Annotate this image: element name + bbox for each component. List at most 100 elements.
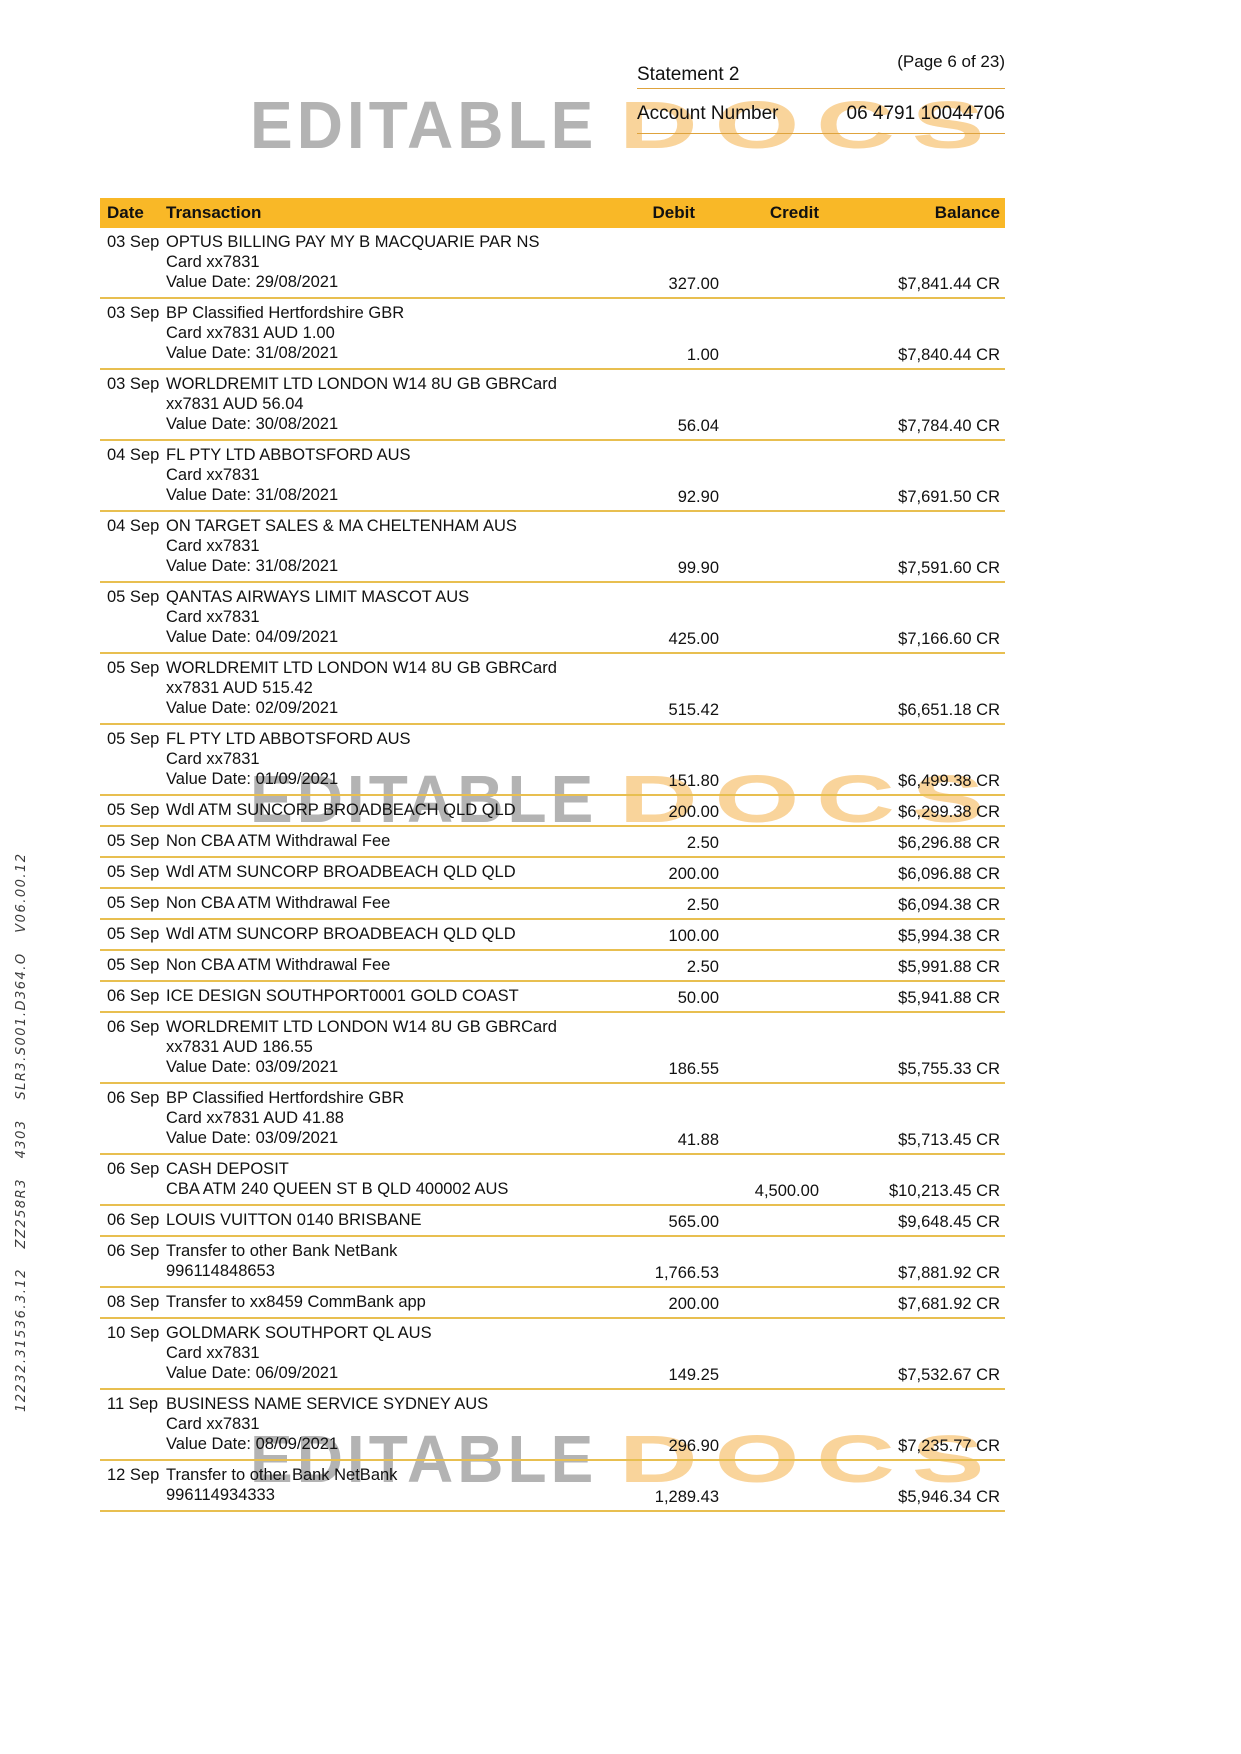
row-lines: Non CBA ATM Withdrawal Fee [162,831,607,851]
column-header-debit: Debit [652,203,696,222]
row-balance: $6,296.88 CR [898,834,1000,852]
row-balance: $7,691.50 CR [898,488,1000,506]
account-number-value: 06 4791 10044706 [846,103,1006,124]
table-row: 05 Sep Non CBA ATM Withdrawal Fee 2.50 $… [100,889,1005,920]
transaction-line: OPTUS BILLING PAY MY B MACQUARIE PAR NS [166,233,540,251]
transaction-line: Non CBA ATM Withdrawal Fee [166,894,391,912]
transaction-line: Value Date: 06/09/2021 [166,1364,339,1382]
transaction-line: Card xx7831 [166,466,260,484]
transaction-line: xx7831 AUD 186.55 [166,1038,313,1056]
row-debit: 41.88 [677,1131,719,1149]
transaction-line: 996114848653 [166,1262,275,1280]
row-lines: BP Classified Hertfordshire GBR Card xx78… [162,1088,607,1148]
transaction-line: Value Date: 03/09/2021 [166,1129,339,1147]
row-lines: BUSINESS NAME SERVICE SYDNEY AUS Card xx7… [162,1394,607,1454]
transaction-line: Wdl ATM SUNCORP BROADBEACH QLD QLD [166,863,516,881]
row-balance: $7,840.44 CR [898,346,1000,364]
table-row: 05 Sep Non CBA ATM Withdrawal Fee 2.50 $… [100,827,1005,858]
table-row: 06 Sep LOUIS VUITTON 0140 BRISBANE 565.0… [100,1206,1005,1237]
row-lines: WORLDREMIT LTD LONDON W14 8U GB GBRCard x… [162,1017,607,1077]
row-balance: $9,648.45 CR [898,1213,1000,1231]
transaction-line: Value Date: 31/08/2021 [166,486,339,504]
transaction-line: Card xx7831 AUD 41.88 [166,1109,344,1127]
transaction-line: xx7831 AUD 515.42 [166,679,313,697]
row-date: 05 Sep [107,588,160,606]
row-lines: Transfer to other Bank NetBank 9961149343… [162,1465,607,1505]
row-date: 05 Sep [107,894,160,912]
row-balance: $7,784.40 CR [898,417,1000,435]
table-row: 11 Sep BUSINESS NAME SERVICE SYDNEY AUS C… [100,1390,1005,1461]
transaction-line: Card xx7831 [166,1344,260,1362]
table-row: 05 Sep Wdl ATM SUNCORP BROADBEACH QLD QL… [100,796,1005,827]
row-debit: 56.04 [677,417,719,435]
table-row: 06 Sep BP Classified Hertfordshire GBR Ca… [100,1084,1005,1155]
header-divider [637,133,1005,134]
row-balance: $7,591.60 CR [898,559,1000,577]
row-date: 06 Sep [107,1089,160,1107]
row-debit: 296.90 [668,1437,719,1455]
transaction-line: FL PTY LTD ABBOTSFORD AUS [166,730,411,748]
table-row: 03 Sep BP Classified Hertfordshire GBR Ca… [100,299,1005,370]
row-date: 03 Sep [107,304,160,322]
row-debit: 425.00 [668,630,719,648]
row-balance: $5,991.88 CR [898,958,1000,976]
row-lines: GOLDMARK SOUTHPORT QL AUS Card xx7831 Valu… [162,1323,607,1383]
table-row: 04 Sep FL PTY LTD ABBOTSFORD AUS Card xx7… [100,441,1005,512]
row-date: 04 Sep [107,517,160,535]
transaction-line: Non CBA ATM Withdrawal Fee [166,956,391,974]
transaction-line: CASH DEPOSIT [166,1160,289,1178]
transaction-line: ON TARGET SALES & MA CHELTENHAM AUS [166,517,517,535]
row-lines: Wdl ATM SUNCORP BROADBEACH QLD QLD [162,862,607,882]
row-balance: $7,235.77 CR [898,1437,1000,1455]
transaction-line: Value Date: 02/09/2021 [166,699,339,717]
transaction-line: Value Date: 01/09/2021 [166,770,339,788]
row-date: 05 Sep [107,925,160,943]
row-debit: 2.50 [686,958,719,976]
table-row: 03 Sep OPTUS BILLING PAY MY B MACQUARIE … [100,228,1005,299]
row-balance: $6,651.18 CR [898,701,1000,719]
row-date: 03 Sep [107,233,160,251]
transaction-line: FL PTY LTD ABBOTSFORD AUS [166,446,411,464]
row-balance: $7,166.60 CR [898,630,1000,648]
table-row: 05 Sep Wdl ATM SUNCORP BROADBEACH QLD QL… [100,858,1005,889]
row-date: 10 Sep [107,1324,160,1342]
transaction-line: Card xx7831 [166,253,260,271]
row-lines: Non CBA ATM Withdrawal Fee [162,955,607,975]
row-date: 05 Sep [107,730,160,748]
transaction-line: Value Date: 31/08/2021 [166,557,339,575]
transaction-line: Value Date: 03/09/2021 [166,1058,339,1076]
table-row: 10 Sep GOLDMARK SOUTHPORT QL AUS Card xx7… [100,1319,1005,1390]
table-row: 05 Sep WORLDREMIT LTD LONDON W14 8U GB G… [100,654,1005,725]
transactions-table: Date Transaction Debit Credit Balance 03… [100,198,1005,1512]
transaction-line: LOUIS VUITTON 0140 BRISBANE [166,1211,422,1229]
transaction-line: WORLDREMIT LTD LONDON W14 8U GB GBRCard [166,659,557,677]
row-debit: 100.00 [668,927,719,945]
transaction-line: QANTAS AIRWAYS LIMIT MASCOT AUS [166,588,470,606]
row-balance: $5,941.88 CR [898,989,1000,1007]
transaction-line: Value Date: 04/09/2021 [166,628,339,646]
row-debit: 99.90 [677,559,719,577]
row-debit: 92.90 [677,488,719,506]
transaction-line: Transfer to other Bank NetBank [166,1242,398,1260]
column-header-transaction: Transaction [166,203,262,222]
row-debit: 1,289.43 [654,1488,719,1506]
row-balance: $6,299.38 CR [898,803,1000,821]
table-row: 04 Sep ON TARGET SALES & MA CHELTENHAM A… [100,512,1005,583]
row-balance: $6,096.88 CR [898,865,1000,883]
row-lines: QANTAS AIRWAYS LIMIT MASCOT AUS Card xx78… [162,587,607,647]
row-debit: 1,766.53 [654,1264,719,1282]
table-row: 05 Sep Non CBA ATM Withdrawal Fee 2.50 $… [100,951,1005,982]
row-debit: 200.00 [668,803,719,821]
row-lines: BP Classified Hertfordshire GBR Card xx78… [162,303,607,363]
transaction-line: Wdl ATM SUNCORP BROADBEACH QLD QLD [166,801,516,819]
transaction-line: WORLDREMIT LTD LONDON W14 8U GB GBRCard [166,375,557,393]
row-lines: Non CBA ATM Withdrawal Fee [162,893,607,913]
table-header-row: Date Transaction Debit Credit Balance [100,198,1005,228]
column-header-credit: Credit [769,203,819,222]
watermark-word-editable: EDITABLE [250,87,598,163]
transaction-line: Non CBA ATM Withdrawal Fee [166,832,391,850]
row-lines: Wdl ATM SUNCORP BROADBEACH QLD QLD [162,924,607,944]
row-debit: 200.00 [668,865,719,883]
row-date: 05 Sep [107,863,160,881]
